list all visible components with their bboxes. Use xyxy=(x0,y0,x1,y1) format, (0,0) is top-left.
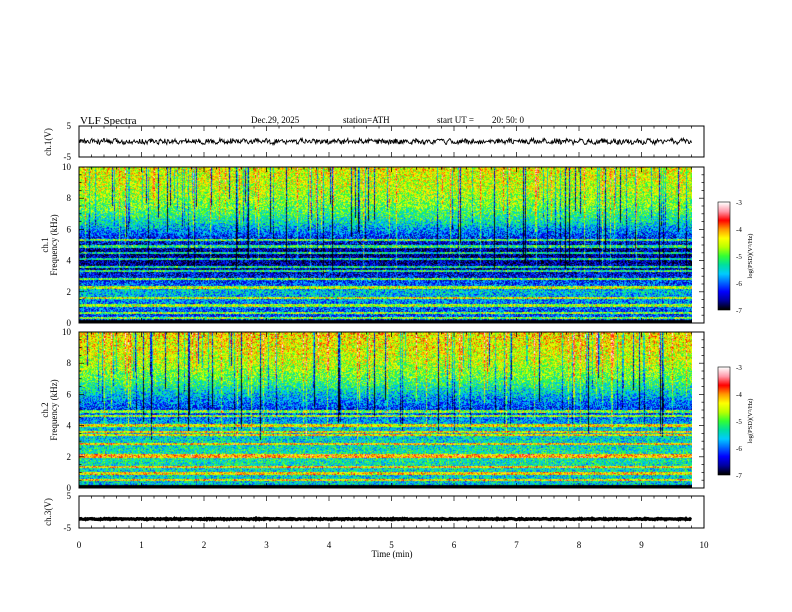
ch2-colorbar-tick-5: -5 xyxy=(736,418,742,426)
freq-tick-label: 8 xyxy=(67,193,72,203)
ch1-spectrogram-ticks xyxy=(78,166,705,324)
ch1-colorbar-label: log(PSD)(V²/Hz) xyxy=(747,234,754,279)
ch1-colorbar-tick-5: -5 xyxy=(736,253,742,261)
ch1-colorbar-gradient xyxy=(718,202,730,310)
ch1-spectrogram-yticklabels: 0 2 4 6 8 10 xyxy=(62,162,72,328)
ch3-ytick-bottom: -5 xyxy=(64,523,72,533)
ch2-colorbar-tick-3: -3 xyxy=(736,364,742,372)
ch2-colorbar-tick-6: -6 xyxy=(736,445,742,453)
ch1-spectrogram-panel: 0 2 4 6 8 10 ch.1 Frequency (kHz) -3 -4 -5 -6… xyxy=(40,162,754,328)
x-axis-label: Time (min) xyxy=(372,549,413,559)
ch1-waveform-line xyxy=(78,136,692,147)
freq-tick-label: 6 xyxy=(67,224,72,234)
ch1-waveform-panel: 5 -5 ch.1(V) xyxy=(43,121,705,162)
x-tick-label: 3 xyxy=(264,540,269,550)
freq-tick-label: 0 xyxy=(67,318,72,328)
freq-tick-label: 0 xyxy=(67,483,72,493)
ch2-colorbar-gradient xyxy=(718,367,730,475)
ch2-colorbar-label: log(PSD)(V²/Hz) xyxy=(747,399,754,444)
ch1-ytick-top: 5 xyxy=(67,121,72,131)
figure-title: VLF Spectra xyxy=(80,115,137,127)
ch1-colorbar-tick-4: -4 xyxy=(736,226,742,234)
freq-tick-label: 10 xyxy=(62,327,72,337)
ch3-ytick-top: 5 xyxy=(67,491,72,501)
ch3-waveform-panel: 5 -5 ch.3(V) xyxy=(43,491,705,533)
ch2-colorbar-frame xyxy=(717,366,731,476)
ch1-ytick-bottom: -5 xyxy=(64,152,72,162)
x-axis-tick-labels: 0 1 2 3 4 5 6 7 8 9 10 xyxy=(77,540,709,550)
ch2-spectrogram-yticklabels: 0 2 4 6 8 10 xyxy=(62,327,72,493)
header-start-time: 20: 50: 0 xyxy=(492,115,525,125)
ch1-colorbar-tick-3: -3 xyxy=(736,199,742,207)
ch2-spectrogram-ylabel-frequency: Frequency (kHz) xyxy=(49,379,59,440)
freq-tick-label: 2 xyxy=(67,452,72,462)
freq-tick-label: 4 xyxy=(67,421,72,431)
x-tick-label: 8 xyxy=(577,540,582,550)
ch3-waveform-ticks xyxy=(78,496,705,528)
ch2-spectrogram-image xyxy=(79,332,692,488)
x-tick-label: 10 xyxy=(700,540,710,550)
freq-tick-label: 6 xyxy=(67,389,72,399)
ch1-spectrogram-image xyxy=(79,167,692,323)
header-station: station=ATH xyxy=(343,115,390,125)
x-tick-label: 7 xyxy=(514,540,519,550)
ch2-spectrogram-panel: 0 2 4 6 8 10 ch.2 Frequency (kHz) -3 -4 -5 -6… xyxy=(40,327,754,493)
ch3-waveform-line xyxy=(78,515,692,523)
ch2-colorbar-tick-4: -4 xyxy=(736,391,742,399)
header-date: Dec.29, 2025 xyxy=(251,115,300,125)
x-tick-label: 4 xyxy=(327,540,332,550)
ch1-waveform-ticks xyxy=(78,126,705,157)
freq-tick-label: 10 xyxy=(62,162,72,172)
header-start-label: start UT = xyxy=(437,115,474,125)
x-tick-label: 1 xyxy=(139,540,144,550)
ch1-colorbar-tick-7: -7 xyxy=(736,307,742,315)
ch2-spectrogram-ylabel-channel: ch.2 xyxy=(40,402,50,417)
ch1-spectrogram-ylabel-frequency: Frequency (kHz) xyxy=(49,214,59,275)
x-tick-label: 0 xyxy=(77,540,82,550)
freq-tick-label: 8 xyxy=(67,358,72,368)
x-tick-label: 6 xyxy=(452,540,457,550)
x-tick-label: 5 xyxy=(389,540,394,550)
ch1-waveform-ylabel: ch.1(V) xyxy=(43,128,53,156)
ch3-waveform-ylabel: ch.3(V) xyxy=(43,498,53,526)
ch2-spectrogram-ticks xyxy=(78,331,705,489)
x-tick-label: 9 xyxy=(639,540,644,550)
x-tick-label: 2 xyxy=(202,540,207,550)
ch1-colorbar-tick-6: -6 xyxy=(736,280,742,288)
ch1-spectrogram-ylabel-channel: ch.1 xyxy=(40,237,50,252)
ch1-colorbar-frame xyxy=(717,201,731,311)
freq-tick-label: 2 xyxy=(67,287,72,297)
freq-tick-label: 4 xyxy=(67,256,72,266)
ch2-colorbar-tick-7: -7 xyxy=(736,472,742,480)
